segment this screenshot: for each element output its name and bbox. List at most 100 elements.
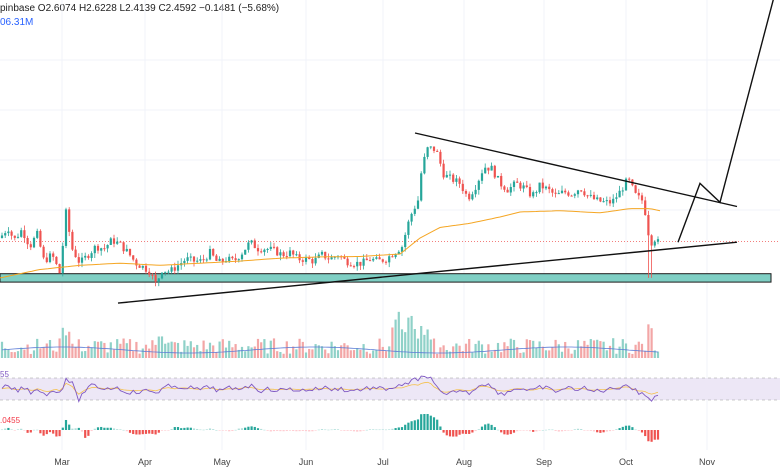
candle-body-79 [253,240,256,249]
trendline-0 [414,132,738,208]
candle-body-118 [378,257,381,260]
candle-body-163 [522,185,525,189]
candle-body-114 [365,258,368,261]
macd-bar-133 [426,414,429,430]
candle-body-99 [317,254,320,258]
macd-bar-83 [266,430,269,431]
macd-bar-111 [356,430,359,432]
projection-path [677,0,774,243]
volume-bar-132 [423,334,426,358]
macd-bar-58 [186,427,189,430]
volume-bar-181 [580,346,583,358]
volume-bar-41 [132,351,135,358]
macd-bar-66 [212,429,215,430]
volume-bar-149 [477,340,480,358]
candle-body-59 [189,256,192,258]
volume-bar-112 [359,349,362,358]
macd-bar-41 [132,430,135,435]
candle-body-172 [551,189,554,193]
volume-bar-89 [285,341,288,358]
candle-body-174 [557,193,560,195]
candle-body-7 [23,230,26,239]
candle-body-137 [439,151,442,164]
volume-bar-23 [74,347,77,358]
volume-bar-162 [519,352,522,358]
candle-body-193 [618,190,621,198]
candle-body-55 [176,265,180,271]
candle-body-78 [250,240,253,243]
macd-bar-186 [596,430,599,433]
macd-bar-138 [442,430,445,433]
macd-bar-93 [298,430,301,432]
macd-bar-105 [336,429,340,430]
candle-body-28 [90,253,93,258]
volume-bar-107 [343,343,346,358]
macd-bar-28 [90,430,93,432]
volume-bar-114 [365,351,368,358]
candle-body-73 [234,258,237,261]
candle-body-87 [279,252,282,256]
candle-body-156 [500,175,503,187]
macd-bar-182 [583,430,586,431]
candle-body-57 [183,260,186,264]
macd-bar-120 [384,429,388,431]
macd-bar-78 [250,426,253,430]
candle-body-122 [391,256,394,258]
volume-bar-196 [628,352,631,358]
macd-pane [0,414,660,442]
volume-bar-165 [528,340,532,358]
macd-bar-0 [0,429,4,431]
macd-bar-195 [624,425,628,430]
candle-body-119 [381,259,384,262]
candle-body-135 [432,146,436,151]
candle-body-77 [247,242,250,250]
candle-body-203 [650,235,653,246]
volume-bar-141 [452,346,455,358]
volume-bar-49 [157,336,160,358]
candle-body-198 [634,185,637,193]
volume-bar-29 [93,341,96,358]
macd-bar-60 [192,428,196,430]
macd-bar-57 [183,427,186,430]
macd-bar-107 [343,430,346,431]
macd-value-label: .0455 [0,416,21,425]
volume-bar-191 [612,338,615,358]
macd-bar-79 [253,426,256,430]
macd-bar-2 [7,427,10,430]
candle-body-196 [628,178,631,180]
macd-bar-119 [381,429,384,430]
candle-body-10 [32,237,36,248]
candle-body-129 [413,208,416,214]
macd-bar-104 [333,429,336,430]
volume-ma-line [1,346,659,354]
candle-body-162 [519,182,522,189]
volume-bar-168 [538,341,541,358]
month-label-nov: Nov [699,457,716,467]
volume-bar-101 [324,349,327,358]
macd-bar-81 [260,428,263,430]
candle-body-159 [509,187,512,193]
macd-bar-19 [61,427,64,430]
trendlines [117,0,774,304]
volume-bar-95 [304,352,308,358]
candle-body-51 [164,271,167,273]
candle-body-88 [282,252,285,257]
candle-body-145 [464,191,468,194]
volume-bar-83 [266,353,269,358]
candle-body-157 [503,186,506,190]
candle-body-43 [138,265,141,268]
macd-bar-166 [532,430,535,432]
candle-body-167 [535,192,538,194]
volume-bar-122 [391,327,394,358]
volume-bar-53 [170,341,173,358]
rsi-pane [0,375,780,403]
volume-bar-203 [650,328,653,358]
candle-body-200 [640,195,644,201]
candle-body-53 [170,267,173,272]
macd-bar-112 [359,430,362,432]
macd-bar-106 [340,430,343,431]
macd-bar-140 [448,430,452,437]
volume-bar-71 [228,340,231,358]
macd-bar-190 [608,430,612,432]
